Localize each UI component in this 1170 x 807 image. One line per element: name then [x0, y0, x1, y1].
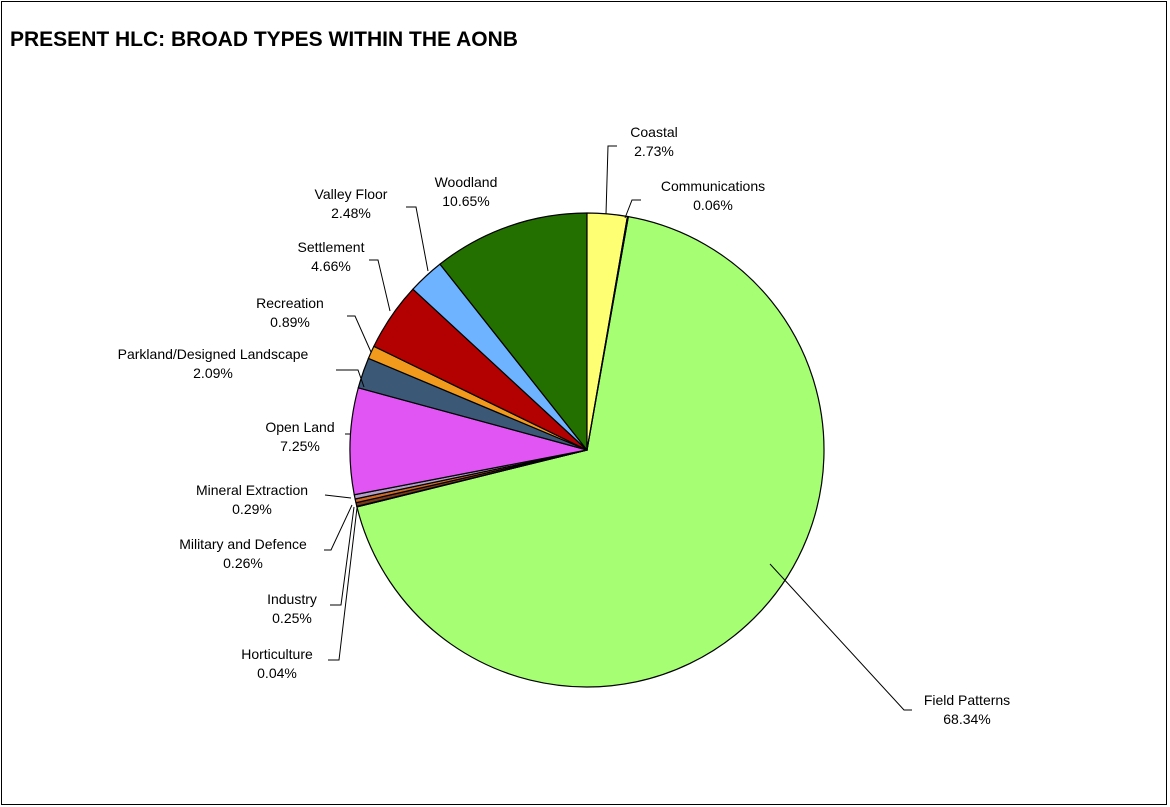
slice-label-open-land: Open Land — [265, 419, 334, 435]
chart-title: PRESENT HLC: BROAD TYPES WITHIN THE AONB — [10, 28, 518, 51]
pie-slice-woodland — [439, 212, 588, 451]
slice-value-coastal: 2.73% — [634, 143, 674, 159]
leader-line-horticulture — [328, 507, 358, 661]
slice-label-field-patterns: Field Patterns — [924, 692, 1010, 708]
slice-label-communications: Communications — [661, 178, 765, 194]
slice-label-parkland-designed-landscape: Parkland/Designed Landscape — [118, 346, 309, 362]
leader-line-field-patterns — [769, 563, 912, 711]
slice-label-settlement: Settlement — [298, 239, 365, 255]
slice-label-woodland: Woodland — [435, 174, 498, 190]
slice-label-valley-floor: Valley Floor — [315, 186, 388, 202]
slice-value-valley-floor: 2.48% — [331, 205, 371, 221]
slice-value-industry: 0.25% — [272, 610, 312, 626]
slice-value-recreation: 0.89% — [270, 314, 310, 330]
leader-line-valley-floor — [406, 206, 429, 272]
slice-value-communications: 0.06% — [693, 197, 733, 213]
leader-line-recreation — [347, 315, 372, 353]
slice-label-coastal: Coastal — [630, 124, 677, 140]
slice-value-settlement: 4.66% — [311, 258, 351, 274]
leader-line-coastal — [605, 145, 617, 215]
slice-value-military-and-defence: 0.26% — [223, 555, 263, 571]
pie-slice-communications — [586, 215, 629, 451]
slice-value-field-patterns: 68.34% — [943, 711, 990, 727]
slice-value-open-land: 7.25% — [280, 438, 320, 454]
leader-line-communications — [624, 199, 641, 219]
slice-value-horticulture: 0.04% — [257, 665, 297, 681]
leader-line-industry — [330, 506, 355, 606]
slice-label-recreation: Recreation — [256, 295, 324, 311]
slice-label-industry: Industry — [267, 591, 317, 607]
leader-line-parkland-designed-landscape — [336, 369, 365, 388]
pie-slice-open-land — [349, 387, 588, 496]
pie-slice-field-patterns — [356, 216, 825, 688]
slice-value-parkland-designed-landscape: 2.09% — [193, 365, 233, 381]
leader-line-military-and-defence — [324, 504, 353, 551]
slice-value-woodland: 10.65% — [442, 193, 489, 209]
slice-label-mineral-extraction: Mineral Extraction — [196, 482, 308, 498]
slice-label-military-and-defence: Military and Defence — [179, 536, 307, 552]
slice-label-horticulture: Horticulture — [241, 646, 313, 662]
leader-line-settlement — [369, 259, 391, 312]
slice-value-mineral-extraction: 0.29% — [232, 501, 272, 517]
leader-line-mineral-extraction — [324, 494, 352, 499]
